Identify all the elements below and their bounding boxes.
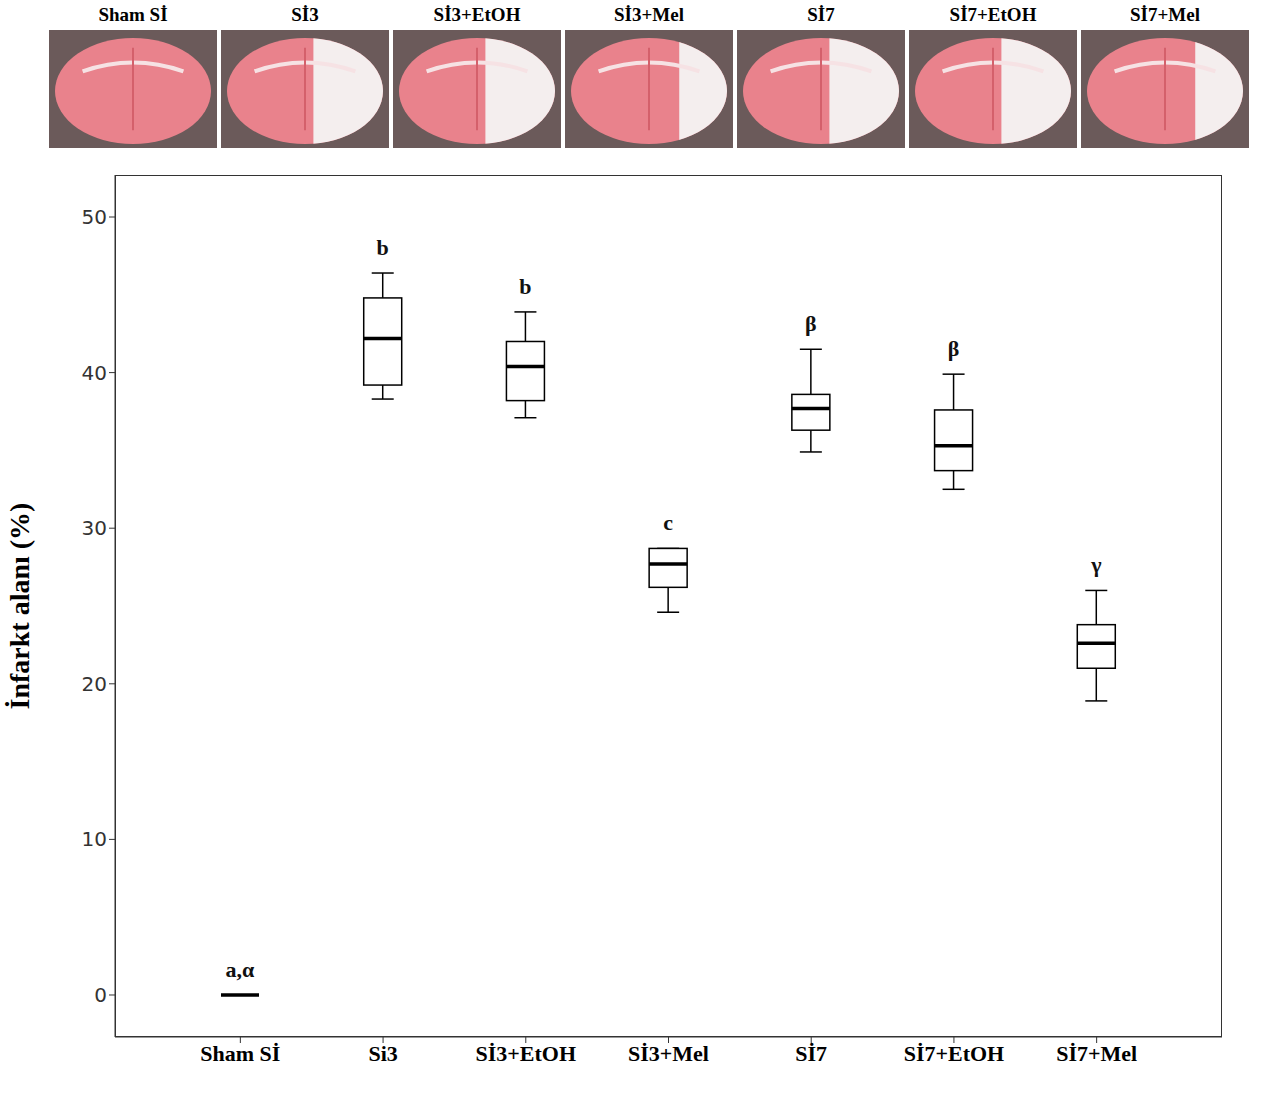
svg-text:Sİ7: Sİ7 [795, 1041, 827, 1066]
html-text:Sİ3: Sİ3 [291, 4, 319, 25]
html-text:Sİ7+EtOH: Sİ7+EtOH [949, 4, 1037, 25]
svg-text:γ: γ [1090, 552, 1101, 577]
html-text:Sİ3+Mel: Sİ3+Mel [614, 4, 684, 25]
svg-text:10: 10 [82, 827, 107, 851]
svg-text:Si3: Si3 [368, 1041, 397, 1066]
svg-text:30: 30 [82, 516, 107, 540]
html-text:Sham Sİ: Sham Sİ [98, 4, 168, 25]
svg-text:50: 50 [82, 205, 107, 229]
html-text:Sİ7+Mel: Sİ7+Mel [1130, 4, 1200, 25]
svg-text:β: β [948, 336, 960, 361]
svg-text:b: b [377, 235, 389, 260]
svg-text:Sham Sİ: Sham Sİ [200, 1041, 280, 1066]
svg-text:b: b [519, 274, 531, 299]
svg-text:Sİ7+EtOH: Sİ7+EtOH [904, 1041, 1005, 1066]
svg-text:Sİ3+EtOH: Sİ3+EtOH [476, 1041, 577, 1066]
html-text:Sİ3+EtOH: Sİ3+EtOH [433, 4, 521, 25]
svg-text:40: 40 [82, 361, 107, 385]
svg-text:c: c [663, 510, 673, 535]
svg-text:0: 0 [94, 983, 107, 1007]
html-text:Sİ7: Sİ7 [807, 4, 835, 25]
svg-text:β: β [805, 311, 817, 336]
svg-text:Sİ3+Mel: Sİ3+Mel [628, 1041, 709, 1066]
svg-text:20: 20 [82, 672, 107, 696]
svg-text:a,α: a,α [226, 957, 256, 982]
svg-text:Sİ7+Mel: Sİ7+Mel [1056, 1041, 1137, 1066]
svg-text:İnfarkt alanı (%): İnfarkt alanı (%) [4, 503, 35, 710]
